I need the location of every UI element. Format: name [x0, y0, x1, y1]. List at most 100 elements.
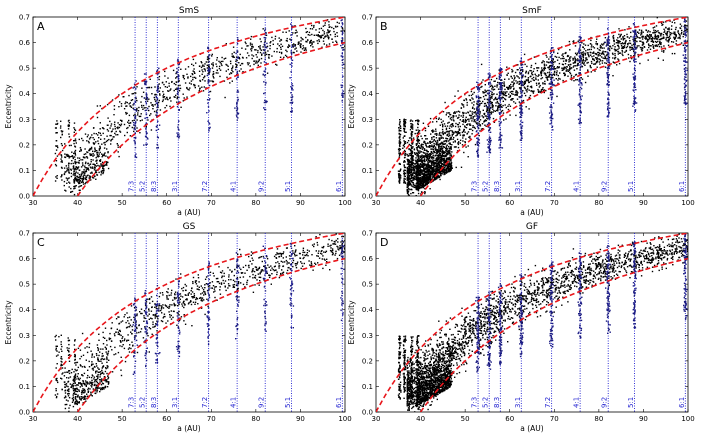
data-point: [451, 124, 454, 126]
data-point: [86, 151, 88, 153]
data-point: [429, 154, 431, 156]
data-point: [406, 141, 409, 144]
data-point: [491, 104, 494, 106]
data-point: [480, 97, 482, 99]
data-point: [424, 178, 426, 180]
data-point: [502, 112, 505, 114]
data-point: [55, 176, 57, 178]
data-point: [206, 99, 209, 101]
data-point: [305, 40, 307, 43]
data-point: [56, 120, 58, 122]
data-point: [658, 45, 661, 48]
data-point: [645, 38, 647, 40]
data-point: [469, 135, 471, 138]
data-point: [482, 116, 485, 119]
data-point: [94, 164, 96, 166]
data-point: [501, 109, 504, 112]
data-point: [427, 125, 430, 127]
data-point: [430, 170, 433, 172]
data-point: [268, 57, 270, 59]
data-point: [207, 47, 210, 50]
data-point: [568, 40, 571, 43]
data-point: [641, 36, 643, 38]
data-point: [95, 170, 97, 172]
data-point: [569, 49, 571, 51]
data-point: [679, 37, 681, 40]
data-point: [294, 44, 296, 46]
data-point: [422, 175, 424, 178]
data-point: [574, 52, 577, 54]
data-point: [563, 67, 565, 69]
data-point: [342, 23, 344, 25]
data-point: [67, 177, 69, 180]
data-point: [302, 38, 304, 41]
data-point: [471, 97, 473, 99]
data-point: [488, 151, 491, 153]
data-point: [491, 91, 493, 94]
data-point: [79, 150, 81, 152]
data-point: [558, 66, 560, 68]
data-point: [74, 167, 76, 170]
data-point: [628, 37, 631, 39]
data-point: [614, 52, 616, 55]
data-point: [646, 41, 648, 43]
data-point: [429, 177, 431, 180]
data-point: [612, 53, 614, 56]
data-point: [97, 134, 99, 136]
data-point: [145, 127, 147, 129]
data-point: [421, 178, 424, 180]
data-point: [500, 97, 503, 99]
data-point: [487, 126, 490, 128]
data-point: [145, 95, 148, 98]
data-point: [208, 73, 210, 75]
data-point: [440, 145, 443, 148]
data-point: [320, 36, 322, 38]
data-point: [70, 191, 72, 193]
data-point: [99, 128, 101, 130]
data-point: [173, 96, 175, 98]
data-point: [203, 68, 205, 70]
data-point: [303, 49, 306, 51]
data-point: [413, 184, 416, 187]
data-point: [409, 154, 412, 157]
data-point: [324, 22, 326, 24]
data-point: [156, 102, 158, 105]
data-point: [134, 128, 136, 130]
data-point: [447, 140, 450, 142]
data-point: [430, 157, 433, 159]
data-point: [585, 59, 587, 61]
data-point: [68, 122, 71, 124]
data-point: [203, 86, 205, 88]
data-point: [425, 177, 427, 179]
data-point: [590, 54, 592, 56]
data-point: [123, 108, 126, 110]
data-point: [447, 135, 450, 137]
data-point: [434, 175, 436, 177]
data-point: [556, 67, 558, 69]
data-point: [129, 105, 132, 107]
data-point: [193, 72, 196, 74]
data-point: [465, 146, 467, 148]
data-point: [442, 154, 444, 157]
data-point: [164, 75, 166, 77]
data-point: [192, 76, 194, 79]
data-point: [454, 140, 456, 142]
data-point: [177, 93, 179, 96]
data-point: [450, 138, 452, 141]
data-point: [291, 94, 293, 96]
data-point: [78, 173, 81, 176]
data-point: [478, 88, 481, 90]
data-point: [444, 171, 447, 174]
data-point: [408, 169, 410, 171]
data-point: [516, 69, 518, 71]
data-point: [584, 60, 587, 62]
data-point: [488, 115, 491, 117]
data-point: [614, 54, 616, 57]
data-point: [145, 93, 148, 95]
data-point: [268, 54, 271, 56]
data-point: [90, 148, 93, 150]
data-point: [55, 160, 58, 162]
data-point: [311, 33, 313, 36]
data-point: [76, 175, 78, 178]
data-point: [437, 118, 440, 120]
